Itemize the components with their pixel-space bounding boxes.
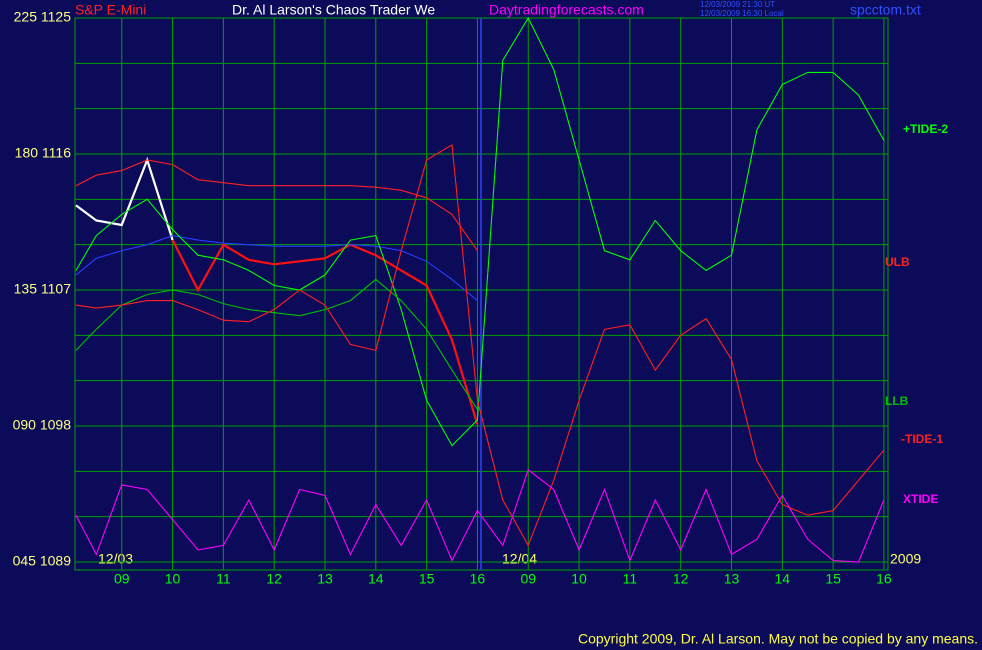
x-tick-label: 13 [317,571,333,587]
x-tick-label: 09 [520,571,536,587]
legend-label: -TIDE-1 [901,432,943,446]
symbol: S&P E-Mini [75,2,146,18]
x-tick-label: 11 [623,571,638,587]
series-line [75,156,174,241]
x-tick-label: 13 [724,571,740,587]
series-line [75,235,478,302]
chart-title: Dr. Al Larson's Chaos Trader We [232,2,435,18]
series-line [171,239,479,425]
y-tick-label: 045 1089 [13,553,72,569]
x-tick-label: 15 [825,571,841,587]
x-tick-label: 10 [571,571,587,587]
series-line [75,468,885,563]
x-tick-label: 10 [165,571,181,587]
x-tick-label: 14 [368,571,384,587]
timestamp-ut: 12/03/2009 21:30 UT [700,0,775,9]
x-tick-label: 09 [114,571,130,587]
x-tick-label: 16 [876,571,892,587]
x-tick-label: 12 [266,571,282,587]
legend-label: LLB [885,394,909,408]
x-tick-label: 14 [775,571,791,587]
y-tick-label: 135 1107 [14,281,72,297]
date-label: 12/04 [502,551,537,567]
series-line [75,278,478,410]
x-tick-label: 15 [419,571,435,587]
x-tick-label: 11 [216,571,231,587]
copyright: Copyright 2009, Dr. Al Larson. May not b… [578,631,978,647]
date-label: 2009 [890,551,921,567]
series-line [75,16,885,447]
y-tick-label: 090 1098 [13,417,72,433]
timestamp-local: 12/03/2009 16:30 Local [700,9,784,18]
y-tick-label: 180 1116 [15,145,72,161]
legend-label: XTIDE [903,492,938,506]
x-tick-label: 12 [673,571,689,587]
series-line [75,159,478,252]
site: Daytradingforecasts.com [489,2,644,18]
y-tick-label: 225 1125 [14,9,72,25]
series-line [75,143,885,547]
legend-label: ULB [885,255,910,269]
date-label: 12/03 [98,551,133,567]
x-tick-label: 16 [470,571,486,587]
file-name: spcctom.txt [850,2,921,18]
legend-label: +TIDE-2 [903,122,948,136]
